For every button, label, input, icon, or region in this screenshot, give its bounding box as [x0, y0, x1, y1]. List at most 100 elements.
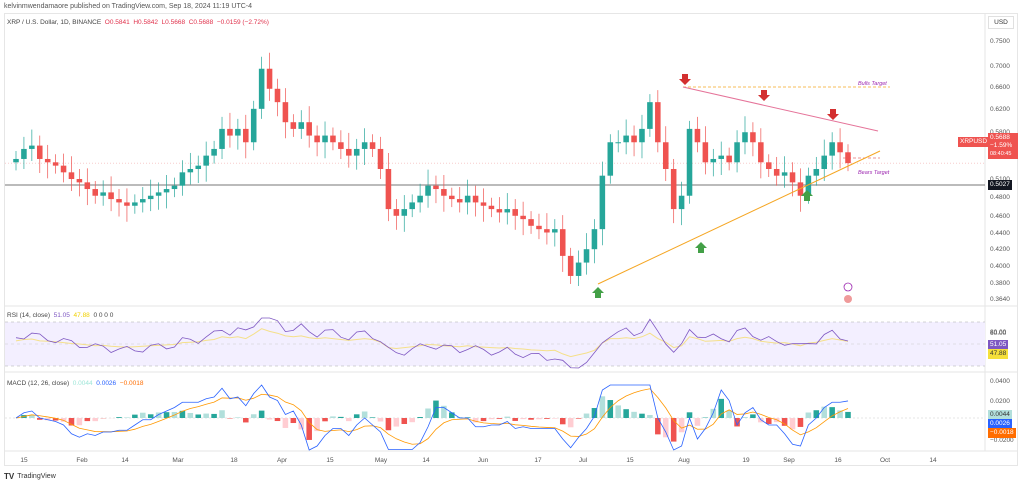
candle-body — [290, 122, 297, 129]
macd-histogram-bar — [765, 418, 772, 424]
macd-label[interactable]: MACD (12, 26, close) — [7, 380, 70, 387]
candle-body — [567, 255, 574, 276]
macd-histogram-bar — [544, 418, 550, 419]
macd-histogram-bar — [393, 418, 400, 427]
time-axis-label: 19 — [742, 457, 750, 464]
macd-histogram-bar — [44, 418, 51, 421]
macd-histogram-bar — [36, 418, 43, 420]
price-axis-label: 0.6200 — [990, 106, 1010, 113]
macd-axis-0200: 0.0200 — [990, 398, 1010, 405]
macd-histogram-bar — [789, 418, 796, 430]
candle-body — [322, 135, 328, 143]
price-axis-label: 0.7500 — [990, 38, 1010, 45]
macd-histogram-bar — [591, 408, 598, 418]
ohlc-close: C0.5688 — [188, 19, 214, 26]
macd-histogram-bar — [219, 410, 225, 418]
rsi-extra: 0 0 0 0 — [93, 312, 114, 319]
last-price: 0.5688 — [990, 134, 1010, 141]
candle-body — [449, 195, 455, 200]
macd-histogram-bar — [805, 412, 812, 418]
price-axis-label: 0.6600 — [990, 84, 1010, 91]
macd-histogram-bar — [266, 418, 273, 420]
candle-body — [528, 219, 534, 226]
rsi-label[interactable]: RSI (14, close) — [7, 312, 50, 319]
time-axis-label: Oct — [879, 457, 891, 464]
price-axis-label: 0.4400 — [990, 230, 1010, 237]
candle-body — [765, 162, 772, 169]
macd-histogram-bar — [504, 416, 511, 418]
candle-body — [726, 155, 732, 163]
macd-histogram-bar — [132, 414, 138, 418]
macd-histogram-bar — [449, 412, 455, 418]
candle-body — [409, 202, 415, 210]
buy-arrow-icon — [592, 287, 604, 298]
time-axis-label: 18 — [230, 457, 238, 464]
level-tag: 0.5027 — [988, 180, 1012, 190]
price-axis-label: 0.4000 — [990, 263, 1010, 270]
candle-body — [536, 225, 542, 230]
ohlc-high: H0.5842 — [133, 19, 158, 26]
tradingview-brand[interactable]: TV TradingView — [4, 472, 56, 481]
ascending-trendline — [597, 150, 881, 285]
time-axis-label: Feb — [76, 457, 88, 464]
macd-histogram-bar — [575, 418, 582, 419]
macd-histogram-bar — [726, 410, 732, 418]
candle-body — [250, 108, 257, 143]
macd-histogram-bar — [662, 418, 669, 438]
candle-body — [480, 202, 487, 206]
rsi-line — [15, 317, 849, 369]
candle-body — [211, 148, 217, 156]
candle-body — [116, 199, 122, 203]
candle-body — [306, 122, 312, 136]
candle-body — [266, 68, 273, 89]
macd-histogram-bar — [140, 412, 146, 418]
macd-histogram-bar — [353, 414, 360, 418]
macd-histogram-bar — [599, 396, 606, 418]
candle-body — [686, 128, 693, 196]
macd-histogram-bar — [552, 418, 558, 419]
candle-body — [575, 262, 582, 276]
macd-histogram-bar — [401, 418, 408, 424]
ohlc-open: O0.5841 — [104, 19, 130, 26]
currency-button[interactable]: USD — [988, 16, 1014, 29]
candle-body — [488, 205, 495, 210]
macd-histogram-bar — [536, 418, 542, 420]
candle-body — [235, 128, 241, 136]
candle-body — [631, 135, 637, 143]
macd-histogram-bar — [417, 417, 423, 418]
time-axis-label: 17 — [534, 457, 542, 464]
macd-histogram-bar — [211, 413, 217, 418]
candle-body — [171, 185, 178, 190]
macd-histogram-bar — [837, 410, 843, 418]
ohlc-low: L0.5668 — [161, 19, 186, 26]
candle-body — [21, 148, 27, 159]
time-axis-label: 14 — [929, 457, 937, 464]
buy-arrow-icon — [801, 190, 813, 201]
ohlc-change: −0.0159 (−2.72%) — [216, 19, 269, 26]
rsi-band — [5, 322, 985, 366]
time-axis-label: Sep — [783, 457, 795, 464]
candle-body — [773, 168, 780, 176]
rsi-axis-80: 80.00 — [990, 329, 1007, 336]
candle-body — [829, 142, 835, 156]
candle-body — [353, 148, 360, 156]
price-axis-label: 0.7000 — [990, 63, 1010, 70]
candle-body — [710, 158, 717, 163]
macd-histogram-bar — [472, 418, 479, 423]
macd-line — [15, 384, 849, 451]
macd-histogram-bar — [147, 414, 154, 418]
time-axis-label: 15 — [326, 457, 334, 464]
macd-histogram-bar — [124, 417, 130, 418]
candle-body — [377, 148, 384, 169]
symbol-label[interactable]: XRP / U.S. Dollar, 1D, BINANCE — [7, 19, 102, 26]
candle-body — [338, 142, 344, 149]
time-axis-label: 15 — [626, 457, 634, 464]
candle-body — [662, 142, 669, 169]
macd-histogram-bar — [734, 418, 740, 427]
candle-body — [385, 168, 392, 210]
candle-body — [393, 209, 400, 216]
macd-histogram-bar — [781, 418, 788, 426]
candle-body — [615, 142, 621, 144]
candle-body — [781, 172, 788, 176]
